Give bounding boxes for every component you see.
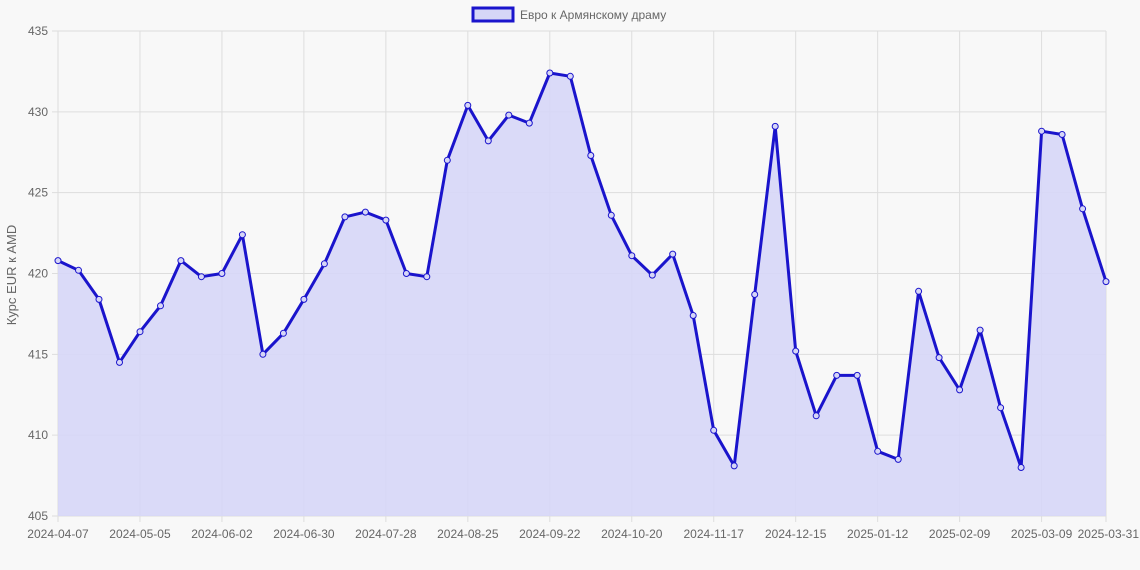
y-tick-label: 425 [28,186,48,200]
x-axis: 2024-04-07 2024-05-05 2024-06-02 2024-06-30… [27,527,1139,541]
data-point [484,137,492,145]
data-point [382,216,390,224]
data-point [1079,205,1087,213]
data-point [95,295,103,303]
data-point [669,250,677,258]
data-point [259,350,267,358]
data-point [300,295,308,303]
data-point [607,211,615,219]
data-point [566,72,574,80]
data-point [956,386,964,394]
x-tick-label: 2024-09-22 [519,527,581,541]
data-point [833,371,841,379]
data-point [75,266,82,274]
y-tick-label: 435 [28,24,48,38]
data-point [874,447,882,455]
data-point [525,119,533,127]
data-point [628,252,636,260]
x-tick-label: 2025-03-31 [1078,527,1140,541]
data-point [812,412,820,420]
series-area-fill [58,73,1106,516]
x-tick-label: 2024-12-15 [765,527,827,541]
data-point [710,426,718,434]
data-point [341,213,349,221]
x-tick-label: 2024-07-28 [355,527,417,541]
data-point [443,156,451,164]
x-tick-label: 2024-11-17 [683,527,744,541]
y-tick-label: 410 [28,428,48,442]
data-point [730,462,738,470]
data-point [218,270,226,277]
data-point [402,270,410,277]
y-tick-label: 405 [28,509,48,523]
x-tick-label: 2025-01-12 [847,527,909,541]
x-tick-label: 2024-06-02 [191,527,253,541]
x-tick-label: 2024-06-30 [273,527,335,541]
data-point [853,371,861,379]
legend-swatch [471,6,515,23]
y-tick-label: 430 [28,105,48,119]
data-point [320,260,328,268]
data-point [935,354,943,362]
x-tick-label: 2024-08-25 [437,527,499,541]
x-tick-label: 2025-03-09 [1011,527,1073,541]
data-point [1102,278,1110,286]
data-point [689,312,697,319]
series-area [57,71,1108,516]
data-point [136,328,144,336]
legend[interactable]: Евро к Армянскому драму [471,6,666,23]
x-tick-label: 2024-05-05 [109,527,171,541]
data-point [279,329,287,337]
y-axis-label: Курс EUR к AMD [4,225,19,326]
data-point [54,257,62,265]
data-point [648,271,656,279]
data-point [1017,464,1025,471]
data-point [464,101,472,109]
data-point [423,273,431,281]
data-point [238,231,246,239]
y-tick-label: 415 [28,347,48,361]
legend-label: Евро к Армянскому драму [520,8,666,22]
y-axis: 405 410 415 420 425 430 435 [28,24,48,523]
data-point [157,302,164,310]
x-tick-label: 2024-10-20 [601,527,663,541]
data-point [915,287,923,295]
data-point [177,257,185,265]
x-tick-label: 2024-04-07 [27,527,89,541]
data-point [1038,127,1046,135]
x-tick-label: 2025-02-09 [929,527,991,541]
data-point [197,273,205,281]
series-line [57,71,1108,469]
data-point [894,455,902,463]
data-point [116,358,123,366]
data-point [587,152,595,159]
y-tick-label: 420 [28,267,48,281]
data-point [361,208,369,216]
data-point [505,111,513,119]
data-point [751,291,759,298]
data-point [546,69,554,77]
data-point [771,122,779,130]
data-point [792,347,800,355]
data-point [976,326,984,334]
data-point [997,404,1005,412]
series-points [54,69,1110,471]
data-point [1058,131,1066,138]
